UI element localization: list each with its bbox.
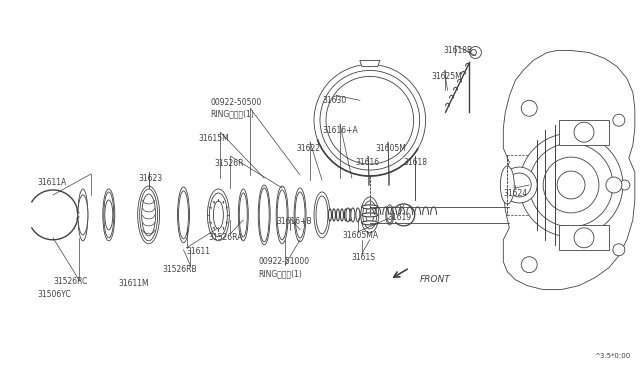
Text: ^3.5*0:00: ^3.5*0:00 <box>595 353 631 359</box>
Ellipse shape <box>213 201 223 229</box>
Ellipse shape <box>340 209 344 221</box>
Text: 31616+A: 31616+A <box>322 126 358 135</box>
Circle shape <box>314 64 426 176</box>
Ellipse shape <box>351 208 355 222</box>
Text: 31622: 31622 <box>296 144 320 153</box>
Text: 00922-51000: 00922-51000 <box>258 257 309 266</box>
Ellipse shape <box>314 192 330 238</box>
Ellipse shape <box>209 193 227 237</box>
Ellipse shape <box>103 189 115 241</box>
Ellipse shape <box>238 189 248 241</box>
Ellipse shape <box>207 189 229 241</box>
Text: 31605MA: 31605MA <box>342 231 378 240</box>
Ellipse shape <box>179 191 189 239</box>
Text: 3161S: 3161S <box>352 253 376 262</box>
Circle shape <box>620 180 630 190</box>
Ellipse shape <box>104 192 114 238</box>
Text: 31611M: 31611M <box>119 279 149 288</box>
Ellipse shape <box>276 186 288 244</box>
Ellipse shape <box>138 186 159 244</box>
Text: 31630: 31630 <box>322 96 346 105</box>
Text: 31619: 31619 <box>388 214 412 222</box>
Ellipse shape <box>295 192 305 238</box>
Polygon shape <box>559 120 609 145</box>
Circle shape <box>543 157 599 213</box>
Ellipse shape <box>277 190 287 240</box>
Text: 31615M: 31615M <box>198 134 229 143</box>
Text: 31616+B: 31616+B <box>276 217 312 227</box>
Text: RINGリング(1): RINGリング(1) <box>211 110 254 119</box>
Circle shape <box>320 70 420 170</box>
Ellipse shape <box>348 209 351 221</box>
Ellipse shape <box>78 189 88 241</box>
Ellipse shape <box>386 205 394 225</box>
Text: 00922-50500: 00922-50500 <box>211 98 262 107</box>
Ellipse shape <box>78 195 88 235</box>
Ellipse shape <box>387 207 393 223</box>
Ellipse shape <box>105 200 113 230</box>
Ellipse shape <box>366 207 374 223</box>
Ellipse shape <box>356 208 360 222</box>
Polygon shape <box>503 51 635 290</box>
Ellipse shape <box>141 194 156 236</box>
Ellipse shape <box>366 208 370 222</box>
Text: 31526RA: 31526RA <box>209 233 243 242</box>
Polygon shape <box>360 61 380 67</box>
Text: 31526RB: 31526RB <box>163 265 197 274</box>
Circle shape <box>574 228 594 248</box>
Circle shape <box>529 143 613 227</box>
Ellipse shape <box>346 208 350 222</box>
Text: 31605M: 31605M <box>376 144 406 153</box>
Text: FRONT: FRONT <box>420 275 451 284</box>
Circle shape <box>613 244 625 256</box>
Ellipse shape <box>294 188 306 242</box>
Circle shape <box>574 122 594 142</box>
Circle shape <box>521 257 537 273</box>
Ellipse shape <box>361 197 379 233</box>
Circle shape <box>470 49 476 55</box>
Circle shape <box>501 167 537 203</box>
Ellipse shape <box>361 208 365 222</box>
Ellipse shape <box>332 209 335 221</box>
Text: 31625M: 31625M <box>431 72 462 81</box>
Ellipse shape <box>362 221 378 225</box>
Ellipse shape <box>328 209 332 221</box>
Text: 31526R: 31526R <box>214 158 244 167</box>
Ellipse shape <box>140 189 157 241</box>
Circle shape <box>519 133 623 237</box>
Text: 31506YC: 31506YC <box>37 290 71 299</box>
Text: RINGリング(1): RINGリング(1) <box>258 269 302 278</box>
Circle shape <box>326 76 413 164</box>
Text: 31623: 31623 <box>139 173 163 183</box>
Ellipse shape <box>259 188 269 242</box>
Ellipse shape <box>239 193 247 237</box>
Circle shape <box>613 114 625 126</box>
Ellipse shape <box>500 166 515 204</box>
Text: 31611A: 31611A <box>37 177 67 186</box>
Text: 31616: 31616 <box>356 158 380 167</box>
Circle shape <box>521 100 537 116</box>
Ellipse shape <box>344 209 348 221</box>
Text: 31618B: 31618B <box>444 46 473 55</box>
Circle shape <box>557 171 585 199</box>
Ellipse shape <box>177 187 189 243</box>
Text: 31611: 31611 <box>186 247 211 256</box>
Text: 31624: 31624 <box>503 189 527 199</box>
Ellipse shape <box>337 209 339 221</box>
Polygon shape <box>559 225 609 250</box>
Ellipse shape <box>363 201 377 229</box>
Circle shape <box>606 177 622 193</box>
Ellipse shape <box>362 205 378 209</box>
Circle shape <box>508 173 531 197</box>
Text: 31618: 31618 <box>404 158 428 167</box>
Ellipse shape <box>316 196 328 234</box>
Ellipse shape <box>258 185 270 245</box>
Circle shape <box>469 46 481 58</box>
Ellipse shape <box>362 213 378 217</box>
Text: 31526RC: 31526RC <box>53 277 88 286</box>
